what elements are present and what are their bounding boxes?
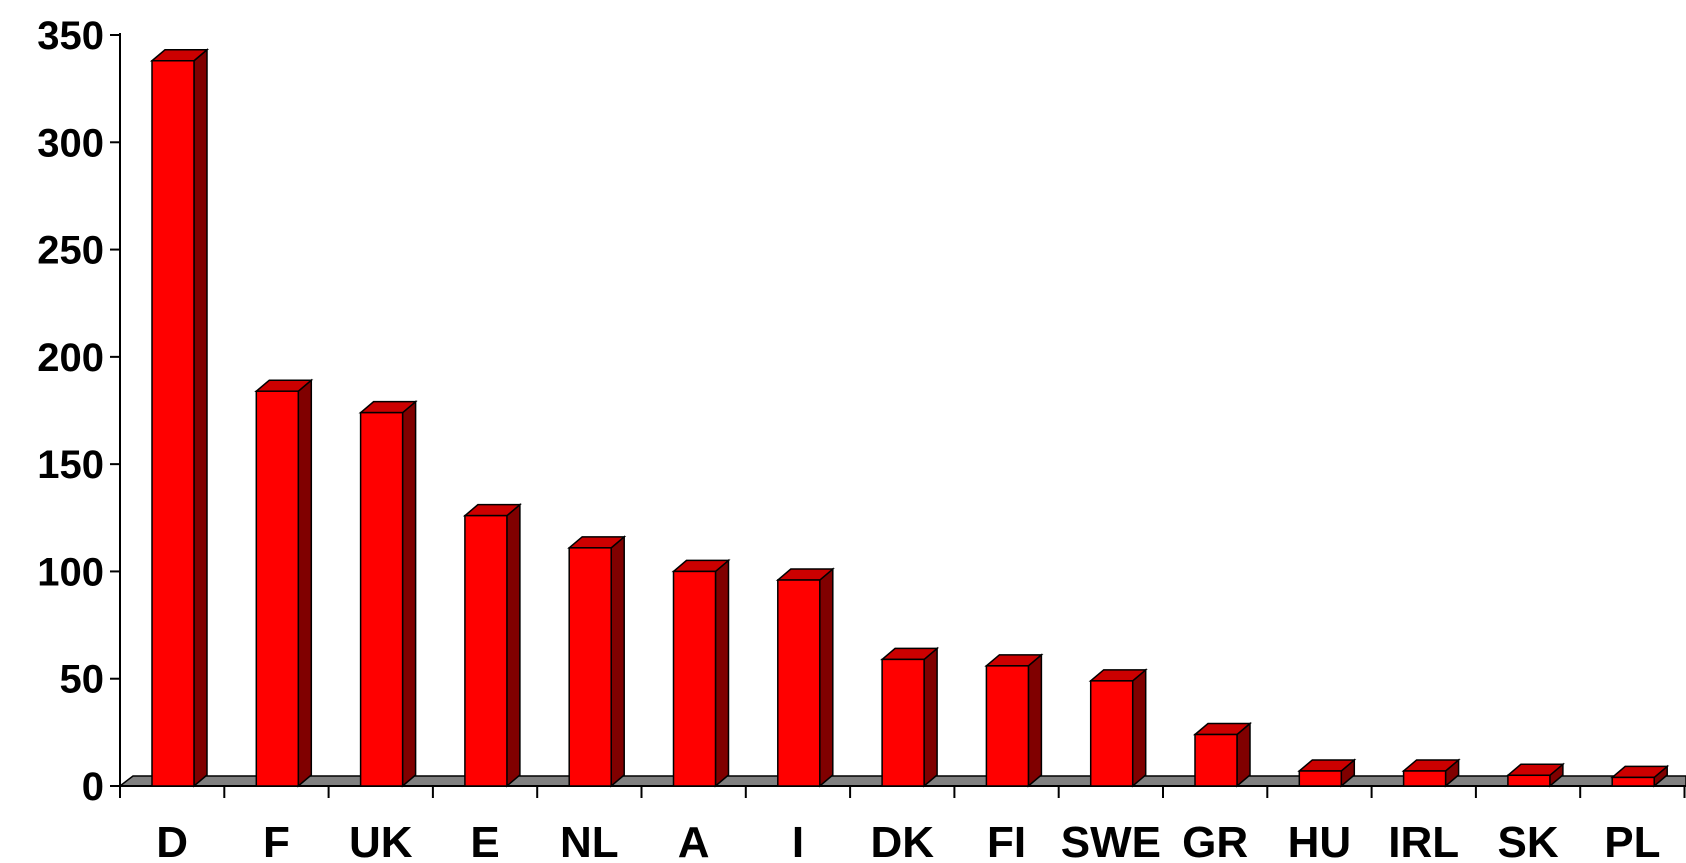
bar	[671, 558, 731, 788]
bar-front	[464, 514, 508, 787]
bar	[1297, 758, 1357, 788]
bar-front	[255, 390, 300, 787]
bar-side	[610, 535, 625, 788]
y-tick-label: 250	[37, 229, 104, 273]
bar	[1505, 762, 1565, 788]
bar-side	[506, 503, 521, 788]
bar-side	[819, 567, 834, 788]
x-category-label: DK	[870, 818, 934, 863]
bar-front	[672, 570, 717, 787]
bar	[1610, 764, 1670, 788]
bar-side	[923, 646, 938, 788]
labels: 0 50 100 150 200 250 300 350 D F UK E NL A I DK FI SWE GR H…	[37, 14, 1660, 863]
bar	[1192, 721, 1253, 788]
bar-front	[1089, 680, 1134, 787]
x-category-label: PL	[1604, 818, 1660, 863]
bar-front	[359, 411, 404, 787]
y-tick-label: 0	[82, 765, 104, 809]
bar-front	[777, 579, 821, 787]
x-category-label: HU	[1288, 818, 1352, 863]
x-category-label: F	[263, 818, 290, 863]
bar-side	[1027, 653, 1043, 788]
x-category-label: IRL	[1388, 818, 1459, 863]
bar-front	[151, 59, 195, 787]
bar	[984, 653, 1044, 788]
bar	[1401, 758, 1461, 788]
bar-front	[985, 665, 1030, 787]
x-category-label: A	[678, 818, 710, 863]
x-category-label: NL	[560, 818, 619, 863]
bar-front	[1298, 770, 1343, 787]
bar	[462, 503, 522, 788]
bar	[358, 400, 418, 788]
bar-side	[297, 378, 313, 788]
y-tick-label: 150	[37, 443, 104, 487]
bar-front	[1611, 776, 1655, 787]
bar-side	[193, 48, 208, 788]
x-category-label: GR	[1182, 818, 1248, 863]
bar-side	[714, 558, 730, 788]
y-tick-label: 300	[37, 121, 104, 165]
bar	[149, 48, 210, 788]
bar	[254, 378, 314, 788]
bar-side	[1131, 668, 1147, 788]
x-category-label: E	[470, 818, 499, 863]
y-tick-label: 200	[37, 336, 104, 380]
bar	[1088, 668, 1148, 788]
bars	[149, 48, 1670, 788]
y-tick-label: 100	[37, 550, 104, 594]
x-category-label: SK	[1497, 818, 1558, 863]
bar-front	[881, 658, 925, 787]
bar-front	[1507, 774, 1551, 787]
x-category-label: UK	[349, 818, 413, 863]
bar-front	[568, 547, 612, 787]
bar	[567, 535, 627, 788]
bar-side	[401, 400, 417, 788]
bar-front	[1194, 733, 1238, 787]
y-tick-label: 350	[37, 14, 104, 58]
x-category-label: SWE	[1061, 818, 1161, 863]
x-category-label: FI	[987, 818, 1026, 863]
bar	[775, 567, 835, 788]
x-category-label: D	[156, 818, 188, 863]
bar	[880, 646, 940, 788]
x-category-label: I	[792, 818, 804, 863]
bar-front	[1402, 770, 1447, 787]
y-tick-label: 50	[60, 658, 105, 702]
